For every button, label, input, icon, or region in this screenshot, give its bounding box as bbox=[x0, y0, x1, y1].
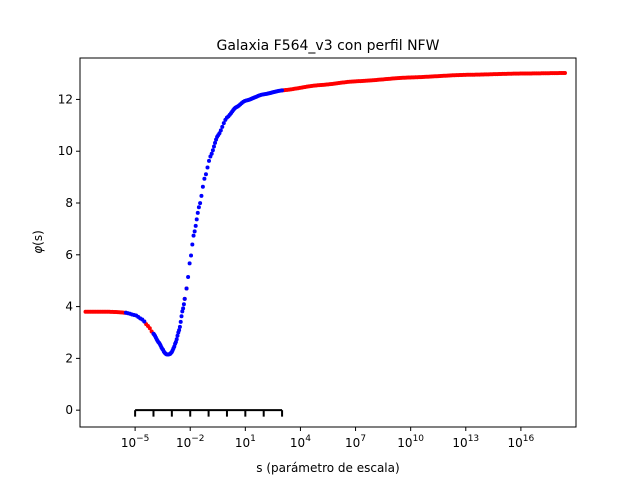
data-point-blue bbox=[177, 324, 182, 329]
data-point-blue bbox=[200, 184, 205, 189]
y-axis-label: φ(s) bbox=[31, 230, 45, 254]
data-point-blue bbox=[181, 306, 186, 311]
x-tick-label: 10−5 bbox=[121, 434, 150, 450]
data-point-blue bbox=[220, 124, 225, 129]
data-point-blue bbox=[210, 148, 215, 153]
x-tick-label: 1010 bbox=[397, 434, 424, 450]
data-point-blue bbox=[191, 233, 196, 238]
data-point-red bbox=[562, 71, 567, 76]
data-point-blue bbox=[205, 165, 210, 170]
data-point-blue bbox=[184, 286, 189, 291]
x-tick-label: 10−2 bbox=[176, 434, 205, 450]
data-point-blue bbox=[213, 140, 218, 145]
y-tick-label: 10 bbox=[58, 144, 73, 158]
data-point-blue bbox=[175, 333, 180, 338]
data-point-red bbox=[147, 326, 152, 331]
x-axis-label: s (parámetro de escala) bbox=[256, 461, 399, 475]
data-point-blue bbox=[194, 217, 199, 222]
y-tick-label: 2 bbox=[65, 351, 73, 365]
y-tick-label: 12 bbox=[58, 92, 73, 106]
data-point-blue bbox=[218, 128, 223, 133]
x-axis-ticks: 10−5 10−2 101 104 107 1010 1013 1016 bbox=[121, 427, 535, 450]
y-axis-ticks: 0 2 4 6 8 10 12 bbox=[58, 92, 80, 417]
data-point-blue bbox=[180, 309, 185, 314]
data-point-blue bbox=[142, 319, 147, 324]
data-point-blue bbox=[178, 319, 183, 324]
x-tick-label: 107 bbox=[345, 434, 366, 450]
y-axis-label-arg: (s) bbox=[31, 230, 45, 246]
x-tick-label: 1013 bbox=[452, 434, 479, 450]
data-point-blue bbox=[177, 328, 182, 333]
data-point-blue bbox=[211, 144, 216, 149]
data-point-blue bbox=[196, 205, 201, 210]
x-tick-label: 1016 bbox=[508, 434, 535, 450]
data-point-blue bbox=[207, 158, 211, 163]
data-point-blue bbox=[198, 201, 203, 206]
x-tick-label: 101 bbox=[235, 434, 256, 450]
y-axis-label-symbol: φ bbox=[31, 246, 45, 254]
data-point-blue bbox=[209, 151, 214, 156]
y-tick-label: 8 bbox=[65, 196, 73, 210]
data-point-blue bbox=[199, 193, 204, 198]
chart-title: Galaxia F564_v3 con perfil NFW bbox=[217, 38, 440, 54]
x-tick-label: 104 bbox=[290, 434, 311, 450]
data-point-blue bbox=[192, 229, 197, 234]
data-point-blue bbox=[280, 88, 285, 93]
y-tick-label: 0 bbox=[65, 403, 73, 417]
data-point-blue bbox=[179, 314, 184, 319]
data-point-blue bbox=[186, 274, 191, 279]
data-point-blue bbox=[187, 261, 192, 266]
y-tick-label: 4 bbox=[65, 300, 73, 314]
data-point-blue bbox=[203, 172, 208, 177]
data-point-blue bbox=[174, 337, 179, 342]
data-point-blue bbox=[182, 296, 187, 301]
data-point-blue bbox=[195, 210, 200, 215]
data-point-blue bbox=[221, 121, 226, 126]
data-point-blue bbox=[190, 242, 195, 247]
data-point-blue bbox=[202, 176, 207, 181]
scatter-points bbox=[83, 71, 567, 357]
data-point-blue bbox=[189, 253, 194, 258]
data-point-blue bbox=[181, 302, 186, 307]
zero-bracket bbox=[134, 409, 284, 417]
axes-frame bbox=[79, 57, 577, 428]
data-point-blue bbox=[193, 223, 198, 228]
y-tick-label: 6 bbox=[65, 248, 73, 262]
